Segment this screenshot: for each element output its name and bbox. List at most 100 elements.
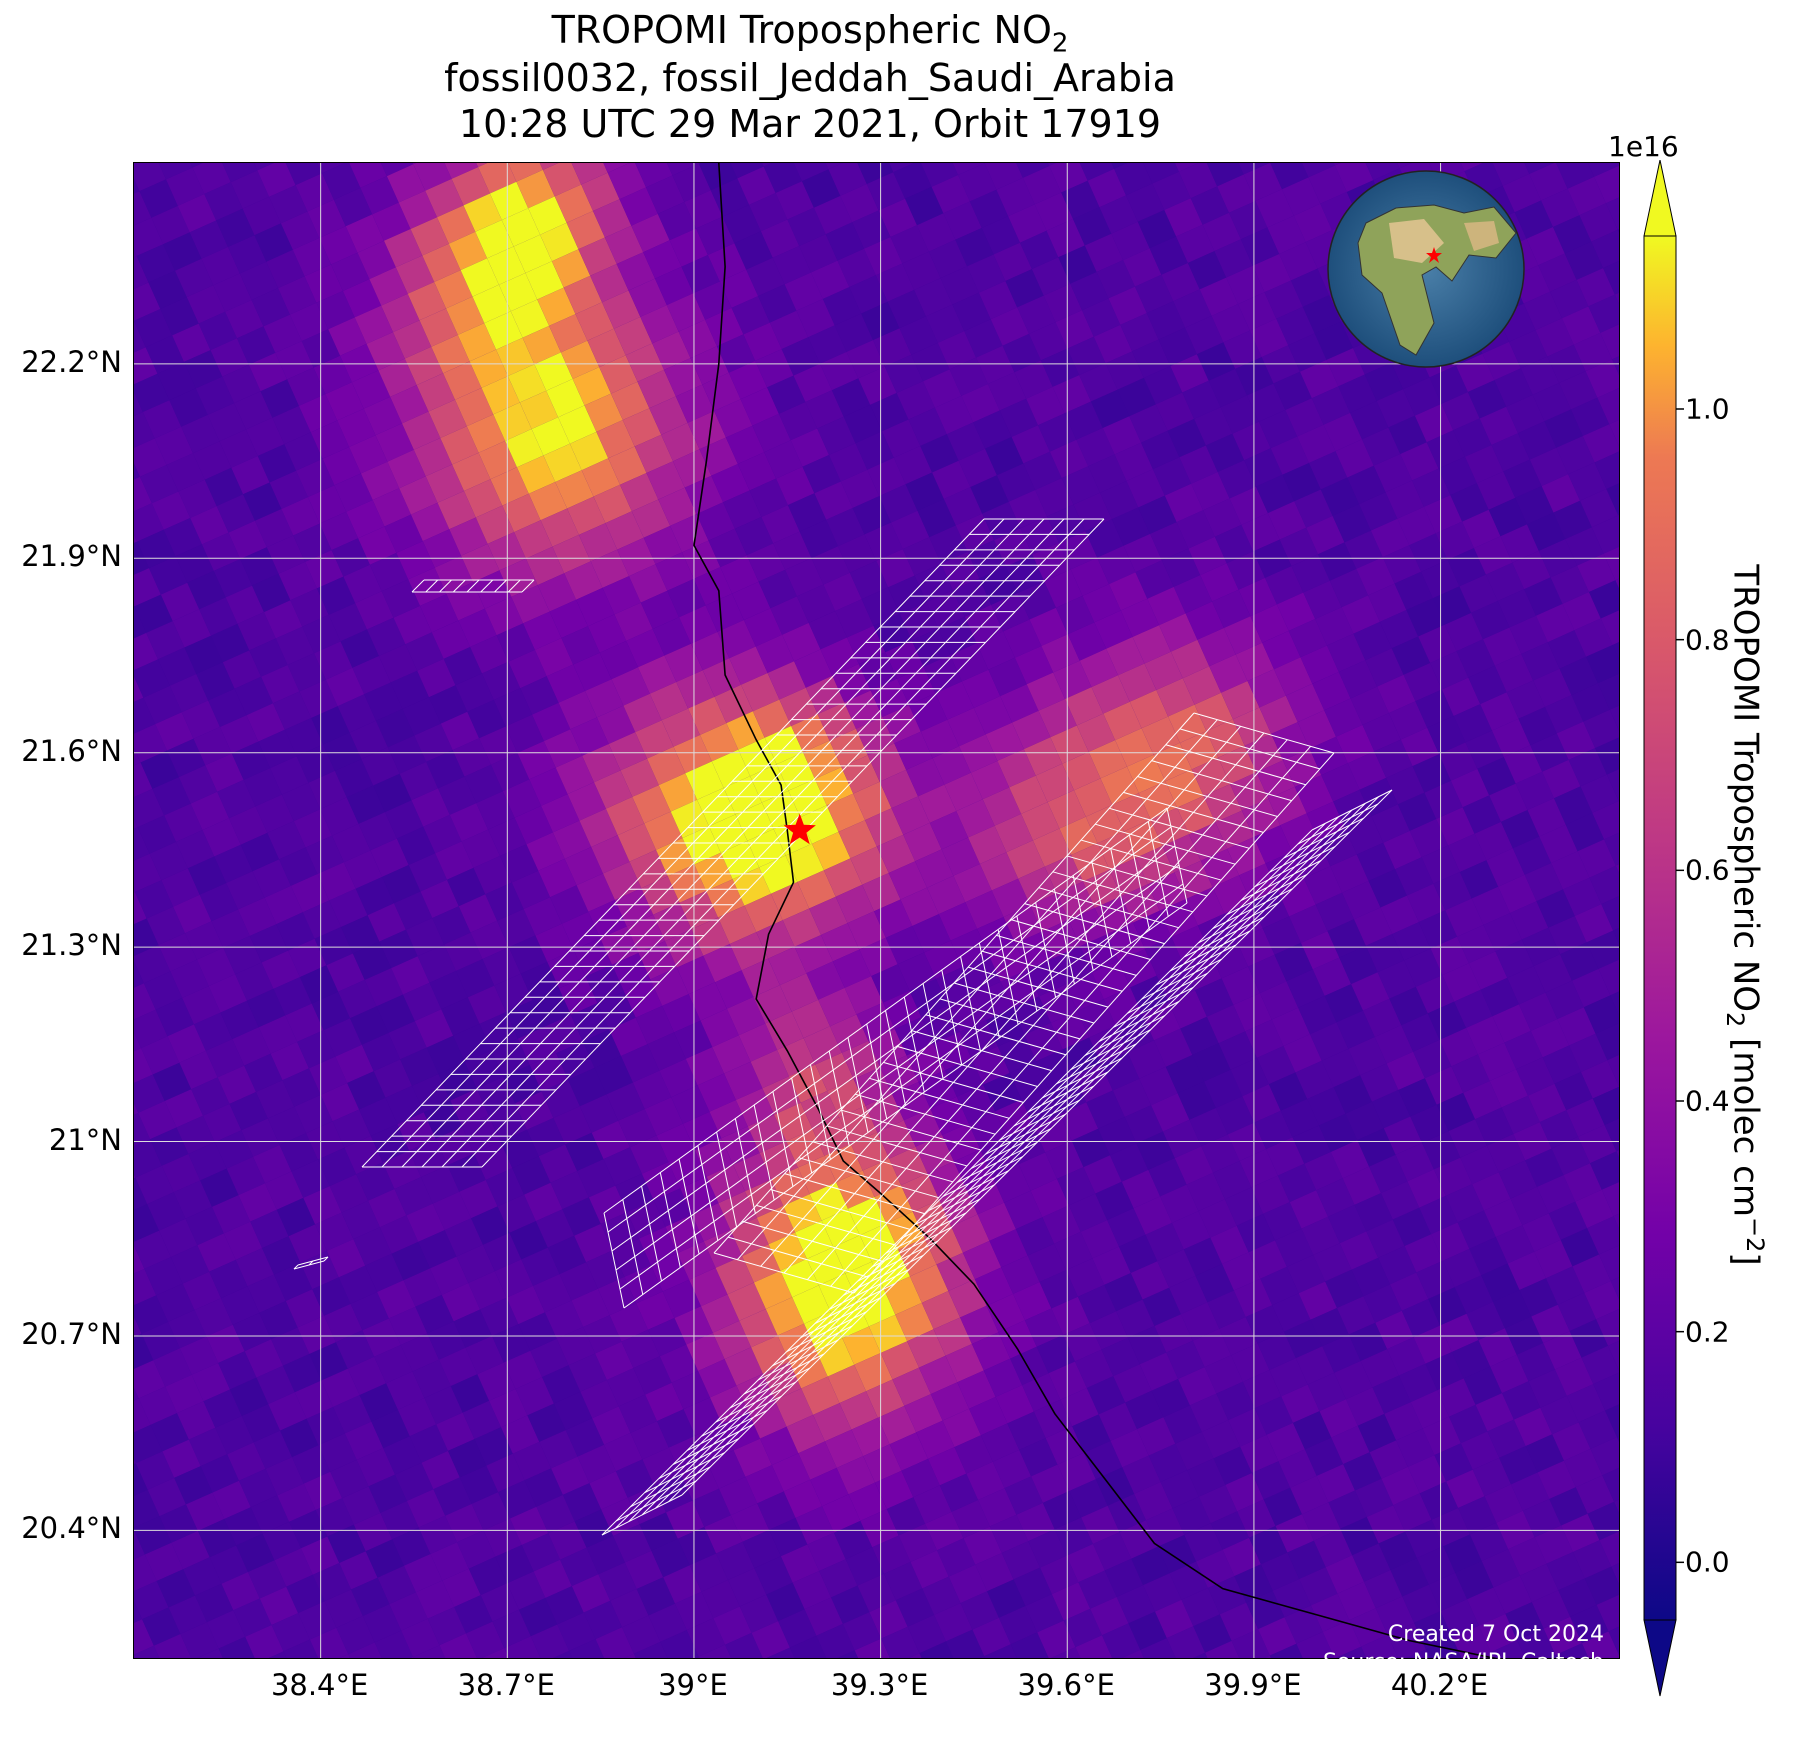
- no2-pixel: [1435, 521, 1474, 560]
- mesh-line: [1109, 807, 1250, 849]
- no2-pixel: [1501, 1095, 1540, 1134]
- no2-pixel: [1170, 639, 1210, 679]
- no2-pixel: [583, 1600, 622, 1640]
- title-main: TROPOMI Tropospheric NO: [551, 8, 1052, 52]
- no2-pixel: [250, 1209, 289, 1249]
- no2-pixel: [671, 1085, 710, 1124]
- no2-pixel: [432, 906, 471, 945]
- no2-pixel: [711, 749, 751, 788]
- no2-pixel: [991, 593, 1030, 632]
- no2-pixel: [841, 1040, 881, 1080]
- no2-pixel: [1088, 454, 1127, 493]
- no2-pixel: [898, 1238, 937, 1277]
- no2-pixel: [1094, 896, 1134, 935]
- no2-pixel: [1135, 274, 1174, 314]
- no2-pixel: [342, 1486, 381, 1525]
- site-marker-star[interactable]: [783, 813, 816, 845]
- no2-pixel: [632, 1070, 672, 1109]
- no2-pixel: [1249, 1526, 1288, 1565]
- no2-pixel: [190, 163, 203, 168]
- mesh-line: [727, 1236, 869, 1278]
- no2-pixel: [866, 1379, 905, 1418]
- no2-pixel: [235, 962, 274, 1001]
- no2-pixel: [1249, 318, 1289, 358]
- no2-pixel: [213, 559, 253, 598]
- no2-pixel: [1466, 1016, 1505, 1055]
- no2-pixel: [986, 1008, 1025, 1047]
- no2-pixel: [1369, 1440, 1408, 1479]
- no2-pixel: [1288, 619, 1327, 658]
- no2-pixel: [186, 285, 226, 324]
- no2-pixel: [1589, 580, 1619, 619]
- no2-pixel: [497, 909, 536, 948]
- no2-pixel: [856, 1002, 895, 1041]
- no2-pixel: [1180, 1302, 1220, 1341]
- no2-pixel: [1448, 833, 1487, 872]
- no2-pixel: [134, 1230, 171, 1269]
- no2-pixel: [1054, 1231, 1093, 1271]
- no2-pixel: [519, 1598, 558, 1637]
- no2-pixel: [387, 735, 427, 774]
- no2-pixel: [1583, 995, 1619, 1034]
- no2-pixel: [234, 391, 273, 430]
- no2-pixel: [1478, 1328, 1517, 1367]
- no2-pixel: [803, 1026, 842, 1065]
- no2-pixel: [932, 460, 971, 499]
- mesh-line: [1147, 821, 1169, 917]
- map-panel[interactable]: [133, 162, 1620, 1659]
- no2-pixel: [535, 1209, 575, 1248]
- no2-pixel: [261, 950, 300, 989]
- no2-pixel: [1542, 759, 1581, 799]
- no2-pixel: [922, 1576, 961, 1615]
- no2-pixel: [1266, 1137, 1305, 1176]
- mesh-line: [1166, 807, 1188, 904]
- no2-pixel: [546, 378, 585, 418]
- no2-pixel: [187, 856, 227, 895]
- no2-pixel: [1586, 645, 1619, 684]
- no2-pixel: [1023, 451, 1062, 490]
- no2-pixel: [1264, 280, 1303, 319]
- no2-pixel: [831, 378, 871, 417]
- no2-pixel: [302, 614, 341, 654]
- no2-pixel: [361, 747, 400, 786]
- no2-pixel: [196, 947, 236, 987]
- no2-pixel: [1175, 1431, 1214, 1471]
- no2-pixel: [1606, 483, 1619, 516]
- no2-map[interactable]: [134, 163, 1620, 1659]
- mesh-line: [914, 1184, 995, 1226]
- no2-pixel: [1193, 1614, 1232, 1653]
- no2-pixel: [1556, 163, 1595, 189]
- no2-pixel: [674, 1020, 713, 1059]
- no2-pixel: [734, 517, 774, 556]
- no2-pixel: [925, 304, 965, 343]
- mesh-line: [1254, 845, 1336, 887]
- no2-pixel: [1398, 1078, 1437, 1117]
- no2-pixel: [1286, 969, 1325, 1008]
- no2-pixel: [1196, 342, 1236, 381]
- no2-pixel: [463, 193, 502, 232]
- no2-pixel: [245, 1625, 284, 1658]
- no2-pixel: [505, 429, 544, 468]
- no2-pixel: [506, 1285, 545, 1325]
- no2-pixel: [643, 525, 682, 565]
- no2-pixel: [699, 437, 738, 476]
- no2-pixel: [669, 228, 708, 267]
- no2-pixel: [1348, 1037, 1387, 1076]
- no2-pixel: [285, 1003, 324, 1042]
- no2-pixel: [372, 202, 411, 241]
- no2-pixel: [742, 1529, 781, 1569]
- no2-pixel: [1500, 524, 1539, 563]
- no2-pixel: [1416, 1260, 1455, 1299]
- no2-pixel: [416, 373, 455, 412]
- no2-pixel: [530, 1624, 570, 1658]
- no2-pixel: [134, 945, 171, 984]
- no2-pixel: [1568, 462, 1607, 501]
- no2-pixel: [1123, 533, 1162, 573]
- no2-pixel: [1422, 1416, 1461, 1456]
- no2-pixel: [1240, 1434, 1279, 1473]
- no2-pixel: [307, 485, 347, 524]
- no2-pixel: [568, 1067, 607, 1107]
- no2-pixel: [559, 1262, 598, 1301]
- no2-pixel: [837, 248, 876, 288]
- no2-pixel: [924, 940, 963, 979]
